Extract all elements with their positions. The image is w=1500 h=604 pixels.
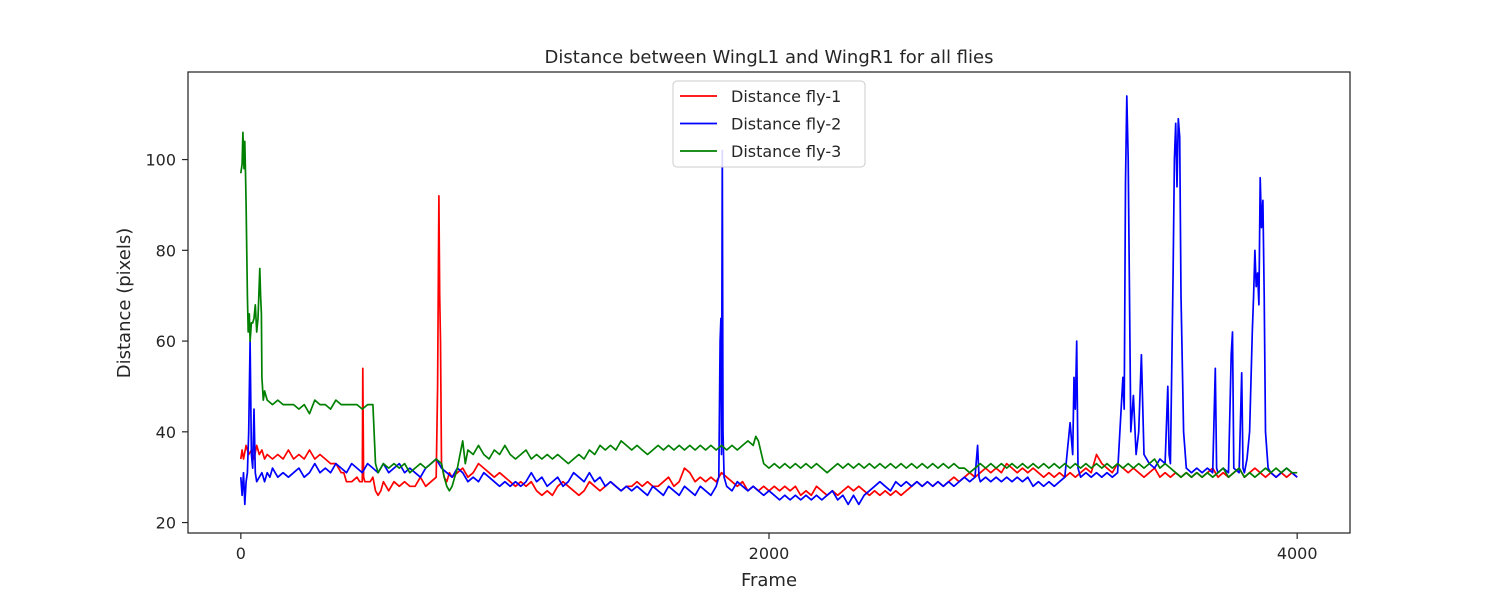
legend-label-fly-1: Distance fly-1 bbox=[731, 87, 841, 106]
legend: Distance fly-1 Distance fly-2 Distance fly… bbox=[672, 80, 866, 168]
y-axis-label: Distance (pixels) bbox=[114, 228, 135, 378]
chart-title: Distance between WingL1 and WingR1 for a… bbox=[545, 47, 994, 68]
y-tick-label: 60 bbox=[156, 332, 176, 351]
y-tick-label: 20 bbox=[156, 514, 176, 533]
x-axis-label: Frame bbox=[741, 570, 797, 591]
legend-box bbox=[672, 80, 866, 168]
x-tick-label: 2000 bbox=[749, 544, 790, 563]
x-axis-ticks: 0 2000 4000 bbox=[236, 533, 1318, 563]
y-tick-label: 100 bbox=[145, 151, 176, 170]
x-tick-label: 0 bbox=[236, 544, 246, 563]
y-tick-label: 80 bbox=[156, 241, 176, 260]
legend-label-fly-2: Distance fly-2 bbox=[731, 115, 841, 134]
series-line-fly-1 bbox=[239, 195, 1298, 497]
x-tick-label: 4000 bbox=[1277, 544, 1318, 563]
series-layer bbox=[239, 95, 1298, 506]
y-tick-label: 40 bbox=[156, 423, 176, 442]
y-axis-ticks: 20 40 60 80 100 bbox=[145, 151, 188, 533]
legend-label-fly-3: Distance fly-3 bbox=[731, 142, 841, 161]
series-line-fly-2 bbox=[239, 95, 1298, 506]
series-line-fly-3 bbox=[239, 131, 1298, 492]
legend-items: Distance fly-1 Distance fly-2 Distance fly… bbox=[680, 87, 841, 161]
